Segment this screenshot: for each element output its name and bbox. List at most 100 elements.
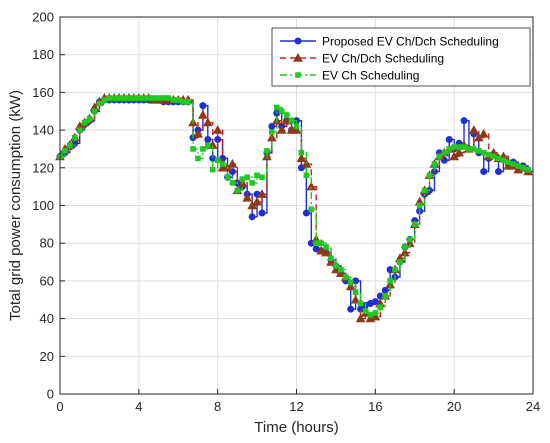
data-point [126,95,132,101]
data-point [436,153,443,160]
data-point [352,289,359,296]
data-point [345,281,356,291]
legend: Proposed EV Ch/Dch Scheduling EV Ch/Dch S… [271,27,531,87]
data-point [342,274,349,280]
data-point [242,192,253,202]
data-point [257,189,267,198]
data-point [328,255,334,262]
data-point [446,146,453,152]
data-point [469,125,479,134]
data-point [335,268,346,278]
data-point [106,95,113,101]
data-point [281,115,292,125]
data-point [219,161,226,167]
data-point [264,148,270,154]
data-point [96,100,103,107]
data-point [252,196,262,206]
data-point [160,95,167,101]
data-point [411,221,418,228]
data-point [520,165,526,171]
data-point [244,174,251,181]
y-tick-label: 0 [47,387,54,402]
y-tick-label: 180 [32,47,54,62]
data-point [273,104,280,111]
data-point [190,146,196,152]
series-layer [55,93,533,323]
data-point [308,206,315,213]
data-point [338,266,344,273]
data-point [421,187,428,194]
legend-label: EV Ch Scheduling [322,69,419,83]
data-point [298,149,305,156]
data-point [476,148,482,154]
data-point [451,144,457,150]
y-tick-label: 100 [32,198,54,213]
data-point [165,95,172,101]
data-point [140,95,147,101]
data-point [111,95,117,101]
legend-item: Proposed EV Ch/Dch Scheduling [280,35,499,49]
data-point [170,97,177,103]
data-point [500,157,507,164]
data-point [495,155,502,162]
data-point [278,108,285,115]
x-tick-label: 12 [289,399,303,414]
data-point [495,168,503,176]
data-point [101,97,108,103]
data-point [454,147,464,157]
data-point [204,136,212,144]
data-point [355,313,366,323]
data-point [76,127,83,133]
data-point [347,279,354,286]
data-point [478,128,489,138]
data-point [67,142,73,148]
legend-box [271,27,531,87]
data-point [445,136,453,144]
data-point [198,109,208,119]
x-tick-label: 24 [526,399,540,414]
data-point [214,157,221,164]
data-point [295,72,301,78]
data-point [392,266,398,273]
y-axis-label: Total grid power consumption (kW) [7,90,24,321]
data-point [321,247,331,257]
data-point [212,125,223,134]
data-point [306,181,317,191]
y-tick-label: 20 [40,349,54,364]
data-point [333,263,339,269]
data-point [291,125,302,134]
data-point [326,257,336,266]
data-point [460,117,468,125]
data-point [471,146,477,152]
data-point [86,115,93,122]
data-point [239,176,246,182]
data-point [258,209,266,217]
y-tick-label: 160 [32,85,54,100]
data-point [91,108,98,115]
x-tick-label: 4 [135,399,142,414]
data-point [185,99,191,105]
x-tick-label: 16 [368,399,382,414]
data-point [441,149,448,156]
data-point [195,155,201,162]
y-tick-label: 140 [32,123,54,138]
x-tick-label: 8 [214,399,221,414]
x-tick-label: 0 [56,399,63,414]
data-point [283,112,290,118]
data-point [466,146,472,152]
legend-item: EV Ch/Dch Scheduling [280,52,444,66]
legend-label: Proposed EV Ch/Dch Scheduling [322,35,499,49]
data-point [416,202,423,209]
data-point [505,159,512,165]
data-point [229,180,236,186]
data-point [357,300,364,307]
data-point [370,311,381,321]
data-point [199,102,207,110]
x-axis-label: Time (hours) [254,419,338,436]
data-point [180,99,186,105]
data-point [116,95,122,101]
data-point [331,264,341,274]
data-point [254,172,260,179]
data-point [193,128,203,138]
data-point [402,244,408,250]
